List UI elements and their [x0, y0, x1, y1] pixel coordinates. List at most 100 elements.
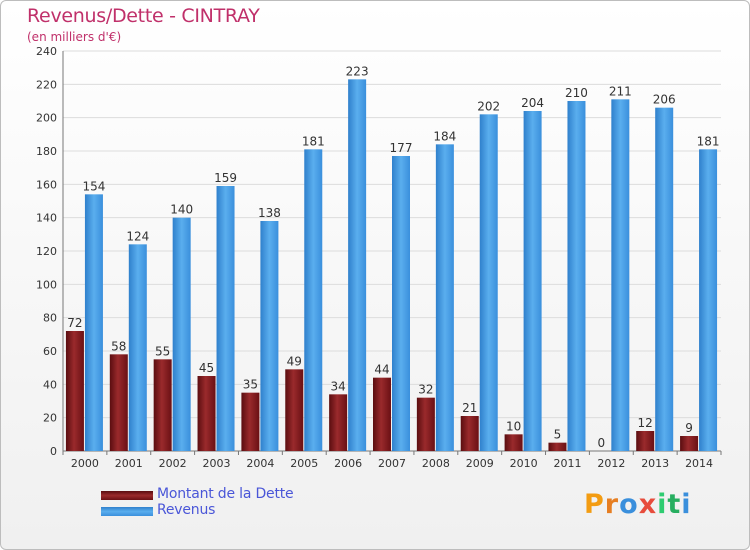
x-tick-label: 2001 [115, 457, 143, 470]
y-tick-label: 160 [36, 178, 57, 191]
bar-revenue [304, 149, 323, 452]
data-label-revenue: 204 [521, 96, 544, 110]
x-tick-label: 2004 [246, 457, 274, 470]
y-tick-label: 40 [43, 378, 57, 391]
chart-title: Revenus/Dette - CINTRAY [27, 5, 260, 27]
x-tick-label: 2008 [422, 457, 450, 470]
chart-subtitle: (en milliers d'€) [27, 30, 122, 44]
bar-revenue [260, 221, 279, 451]
bar-debt [504, 434, 523, 451]
data-label-debt: 72 [67, 316, 82, 330]
bar-debt [416, 397, 435, 451]
data-label-revenue: 181 [302, 134, 325, 148]
bar-revenue [435, 144, 454, 452]
bar-revenue [392, 156, 410, 451]
y-tick-label: 20 [43, 412, 57, 425]
bar-debt [241, 392, 260, 451]
proxiti-logo: Proxiti [584, 489, 692, 520]
data-label-revenue: 223 [346, 64, 369, 78]
data-label-debt: 0 [598, 436, 606, 450]
data-label-debt: 49 [287, 354, 302, 368]
x-tick-label: 2011 [553, 457, 581, 470]
data-label-revenue: 140 [170, 203, 193, 217]
y-tick-label: 140 [36, 212, 57, 225]
data-label-debt: 35 [243, 378, 258, 392]
data-label-revenue: 159 [214, 171, 237, 185]
bar-debt [548, 442, 567, 451]
bar-debt [680, 436, 699, 451]
data-label-debt: 9 [685, 421, 693, 435]
x-tick-label: 2012 [597, 457, 625, 470]
x-tick-label: 2007 [378, 457, 406, 470]
x-tick-label: 2006 [334, 457, 362, 470]
bar-revenue [479, 114, 498, 451]
bar-revenue [655, 107, 674, 452]
data-label-revenue: 210 [565, 86, 588, 100]
data-label-revenue: 177 [390, 141, 413, 155]
bar-revenue [128, 244, 147, 451]
bar-revenue [567, 101, 586, 451]
data-label-revenue: 154 [82, 179, 105, 193]
data-label-debt: 34 [330, 379, 345, 393]
y-tick-label: 80 [43, 312, 57, 325]
x-tick-label: 2003 [203, 457, 231, 470]
bar-revenue [172, 217, 191, 451]
labels: 0 20 40 60 80 100 120 140 160 180 200 220 240 2000 72 1… [36, 45, 720, 470]
x-tick-label: 2014 [685, 457, 713, 470]
bar-debt [109, 354, 128, 451]
data-label-debt: 5 [554, 428, 562, 442]
y-tick-label: 100 [36, 278, 57, 291]
x-tick-label: 2013 [641, 457, 669, 470]
logo-letter: i [657, 489, 668, 520]
legend-label-debt: Montant de la Dette [157, 486, 294, 502]
bars [65, 79, 718, 452]
bar-debt [373, 377, 391, 451]
x-tick-label: 2000 [71, 457, 99, 470]
data-label-revenue: 202 [477, 99, 500, 113]
logo-letter: i [681, 489, 692, 520]
data-label-revenue: 181 [697, 134, 720, 148]
y-tick-label: 120 [36, 245, 57, 258]
data-label-revenue: 211 [609, 84, 632, 98]
y-tick-label: 220 [36, 78, 57, 91]
data-label-debt: 44 [374, 363, 389, 377]
data-label-debt: 12 [638, 416, 653, 430]
bar-debt [329, 394, 348, 451]
data-label-debt: 58 [111, 339, 126, 353]
data-label-revenue: 138 [258, 206, 281, 220]
logo-letter: t [667, 489, 682, 520]
data-label-revenue: 124 [126, 229, 149, 243]
bar-revenue [348, 79, 367, 451]
data-label-debt: 32 [418, 383, 433, 397]
bar-debt [460, 416, 479, 451]
logo-letter: r [604, 489, 620, 520]
data-label-revenue: 184 [433, 129, 456, 143]
bar-debt [153, 359, 172, 451]
bar-revenue [216, 186, 235, 451]
legend-swatch-debt [101, 491, 153, 500]
logo-letter: o [619, 489, 639, 520]
data-label-debt: 21 [462, 401, 477, 415]
bar-revenue [523, 111, 542, 451]
data-label-debt: 45 [199, 361, 214, 375]
legend-swatch-revenue [101, 507, 153, 516]
data-label-revenue: 206 [653, 93, 676, 107]
bar-revenue [84, 194, 103, 452]
y-tick-label: 240 [36, 45, 57, 58]
data-label-debt: 55 [155, 344, 170, 358]
x-tick-label: 2010 [510, 457, 538, 470]
y-tick-label: 180 [36, 145, 57, 158]
logo-letter: x [638, 489, 658, 520]
bar-revenue [699, 149, 718, 452]
logo-letter: P [584, 489, 605, 520]
bar-debt [197, 376, 216, 451]
bar-debt [65, 331, 84, 451]
x-tick-label: 2002 [159, 457, 187, 470]
y-tick-label: 60 [43, 345, 57, 358]
legend-label-revenue: Revenus [157, 502, 216, 518]
data-label-debt: 10 [506, 419, 521, 433]
x-tick-label: 2009 [466, 457, 494, 470]
x-tick-label: 2005 [290, 457, 318, 470]
y-tick-label: 200 [36, 112, 57, 125]
